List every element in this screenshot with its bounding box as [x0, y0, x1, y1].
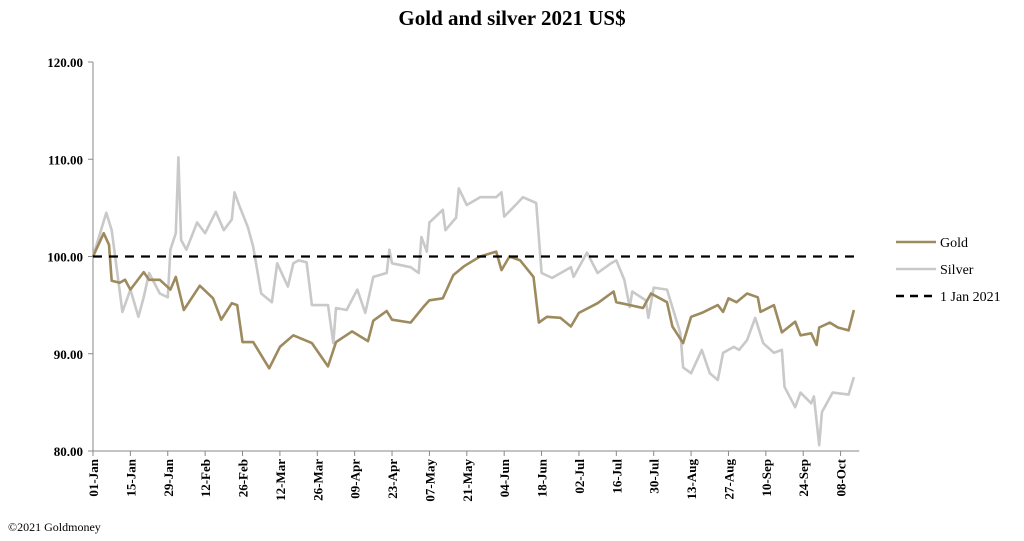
x-tick-label: 08-Oct: [834, 458, 849, 496]
x-tick-label: 01-Jan: [86, 458, 101, 496]
x-tick-label: 21-May: [460, 459, 475, 502]
y-tick-label: 110.00: [48, 152, 83, 167]
legend-label: Silver: [940, 263, 974, 278]
x-tick-label: 16-Jul: [609, 459, 624, 494]
x-tick-label: 12-Feb: [198, 459, 213, 497]
x-tick-label: 07-May: [422, 459, 437, 502]
chart-title: Gold and silver 2021 US$: [398, 6, 626, 30]
x-tick-label: 26-Mar: [310, 459, 325, 501]
x-tick-label: 23-Apr: [385, 459, 400, 499]
x-tick-label: 10-Sep: [759, 459, 774, 497]
x-tick-label: 26-Feb: [236, 459, 251, 497]
y-tick-label: 120.00: [47, 55, 83, 70]
copyright-footer: ©2021 Goldmoney: [8, 520, 101, 534]
x-tick-label: 09-Apr: [348, 459, 363, 499]
y-tick-label: 100.00: [47, 250, 83, 265]
x-tick-label: 13-Aug: [684, 459, 699, 500]
legend-label: 1 Jan 2021: [940, 290, 1001, 305]
x-tick-label: 18-Jun: [535, 458, 550, 497]
y-tick-label: 80.00: [54, 444, 83, 459]
x-tick-label: 15-Jan: [123, 458, 138, 496]
legend-label: Gold: [940, 236, 968, 251]
series-line-silver: [91, 156, 856, 447]
y-tick-label: 90.00: [54, 347, 83, 362]
x-tick-label: 04-Jun: [497, 458, 512, 497]
series-line-gold: [91, 231, 856, 370]
x-tick-label: 02-Jul: [572, 459, 587, 494]
x-tick-label: 27-Aug: [721, 459, 736, 500]
x-tick-label: 30-Jul: [647, 459, 662, 494]
x-tick-label: 24-Sep: [796, 459, 811, 497]
x-tick-label: 12-Mar: [273, 459, 288, 501]
x-tick-label: 29-Jan: [161, 458, 176, 496]
